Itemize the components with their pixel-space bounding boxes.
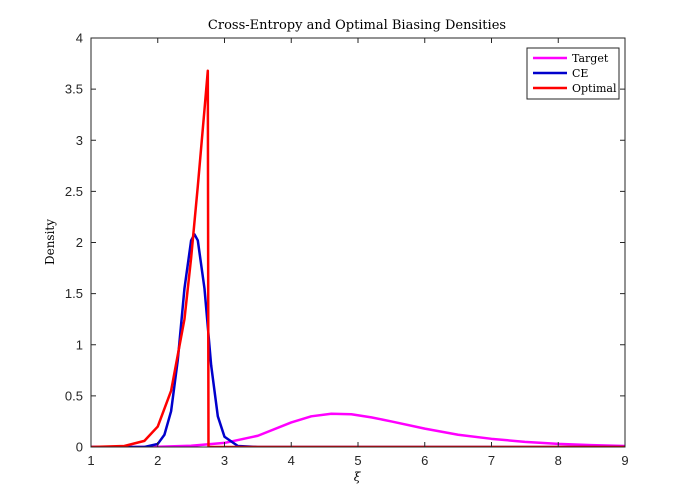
legend-label: CE: [572, 67, 588, 80]
legend-label: Optimal: [572, 82, 617, 95]
y-tick-label: 1.5: [65, 286, 83, 301]
x-tick-label: 4: [288, 453, 295, 468]
y-tick-label: 0.5: [65, 388, 83, 403]
y-tick-label: 0: [76, 440, 83, 455]
y-tick-label: 2: [76, 235, 83, 250]
x-tick-label: 7: [488, 453, 495, 468]
legend: Target CE Optimal: [526, 47, 620, 100]
y-tick-label: 3.5: [65, 82, 83, 97]
x-tick-label: 3: [221, 453, 228, 468]
y-tick-label: 4: [76, 31, 83, 46]
x-axis-label: ξ: [354, 470, 362, 484]
x-tick-label: 2: [154, 453, 161, 468]
series-line-target: [91, 412, 625, 447]
y-tick-label: 2.5: [65, 184, 83, 199]
x-tick-label: 5: [354, 453, 361, 468]
x-tick-label: 8: [555, 453, 562, 468]
series-line-optimal: [91, 69, 625, 447]
x-tick-label: 1: [87, 453, 94, 468]
x-tick-label: 6: [421, 453, 428, 468]
y-tick-label: 3: [76, 133, 83, 148]
chart-title: Cross-Entropy and Optimal Biasing Densit…: [208, 18, 506, 33]
x-tick-label: 9: [621, 453, 628, 468]
y-tick-label: 1: [76, 337, 83, 352]
plot-area: 1 2 3 4 5 6 7 8 9 0 0.5 1 1.5 2 2.5 3 3.5 4: [65, 31, 629, 469]
plot-background: [91, 38, 625, 447]
legend-label: Target: [572, 52, 609, 65]
y-axis-label: Density: [43, 219, 57, 265]
